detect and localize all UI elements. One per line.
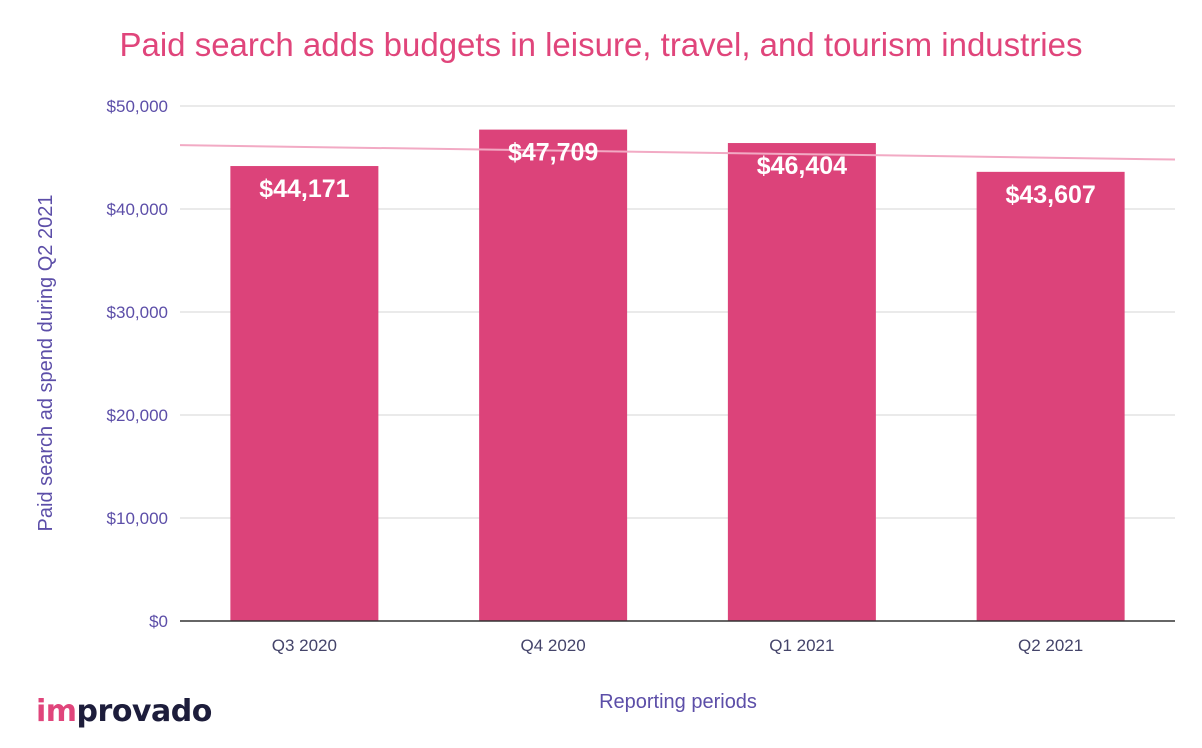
bar (976, 171, 1125, 621)
y-tick-label: $0 (149, 612, 168, 631)
x-tick-label: Q2 2021 (1018, 636, 1083, 655)
x-tick-label: Q4 2020 (521, 636, 586, 655)
y-tick-label: $20,000 (107, 406, 168, 425)
x-tick-label: Q1 2021 (769, 636, 834, 655)
bar (230, 166, 379, 621)
x-axis-ticks: Q3 2020 Q4 2020 Q1 2021 Q2 2021 (272, 636, 1083, 655)
chart-title: Paid search adds budgets in leisure, tra… (119, 26, 1083, 63)
y-tick-label: $30,000 (107, 303, 168, 322)
trendline (179, 144, 1176, 161)
bar-labels: $44,171 $47,709 $46,404 $43,607 (259, 139, 1096, 209)
bar (727, 143, 876, 621)
bar-data-label: $46,404 (757, 152, 847, 180)
bar-data-label: $44,171 (259, 175, 349, 203)
trendline-group (179, 144, 1176, 161)
logo-rest-text: provado (76, 694, 213, 729)
y-tick-label: $40,000 (107, 200, 168, 219)
y-tick-label: $10,000 (107, 509, 168, 528)
y-axis-title: Paid search ad spend during Q2 2021 (35, 195, 57, 532)
bar-data-label: $47,709 (508, 139, 598, 167)
bar (479, 129, 628, 622)
bars (230, 129, 1125, 622)
x-tick-label: Q3 2020 (272, 636, 337, 655)
improvado-logo: improvado (36, 694, 212, 729)
y-axis-ticks: $0 $10,000 $20,000 $30,000 $40,000 $50,000 (107, 97, 168, 631)
x-axis-title: Reporting periods (599, 691, 757, 713)
y-tick-label: $50,000 (107, 97, 168, 116)
bar-data-label: $43,607 (1005, 181, 1095, 209)
logo-accent-text: im (36, 694, 77, 729)
